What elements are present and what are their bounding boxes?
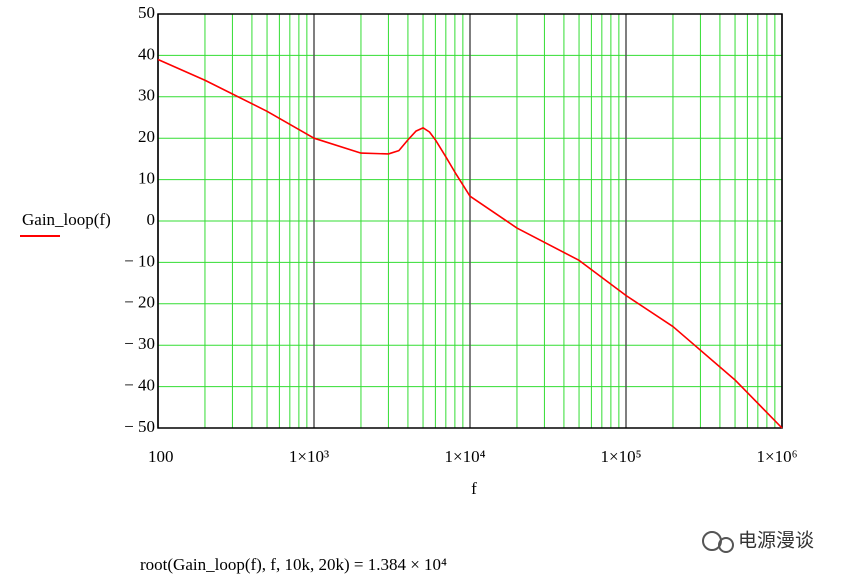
y-tick-label: 20 (138, 127, 155, 146)
x-tick-label: 1×10⁵ (600, 447, 641, 466)
x-tick-label: 100 (148, 447, 174, 466)
x-tick-label: 1×10⁴ (444, 447, 485, 466)
y-tick-label: 30 (138, 86, 155, 105)
watermark-icon (702, 531, 734, 553)
y-tick-label: − 20 (124, 293, 155, 312)
legend-label: Gain_loop(f) (22, 210, 111, 229)
x-tick-label: 1×10⁶ (756, 447, 797, 466)
y-tick-label: 50 (138, 3, 155, 22)
y-tick-label: 10 (138, 169, 155, 188)
y-tick-label: − 50 (124, 417, 155, 436)
annotation: root(Gain_loop(f), f, 10k, 20k) = 1.384 … (140, 555, 447, 574)
y-tick-label: − 10 (124, 251, 155, 270)
watermark: 电源漫谈 (738, 530, 814, 552)
x-axis-label: f (471, 479, 477, 498)
y-tick-label: − 30 (124, 334, 155, 353)
y-tick-label: − 40 (124, 376, 155, 395)
y-tick-label: 0 (147, 210, 156, 229)
plot-frame (157, 13, 783, 429)
data-line (157, 58, 783, 429)
y-tick-label: 40 (138, 44, 155, 63)
x-tick-label: 1×10³ (289, 447, 329, 466)
